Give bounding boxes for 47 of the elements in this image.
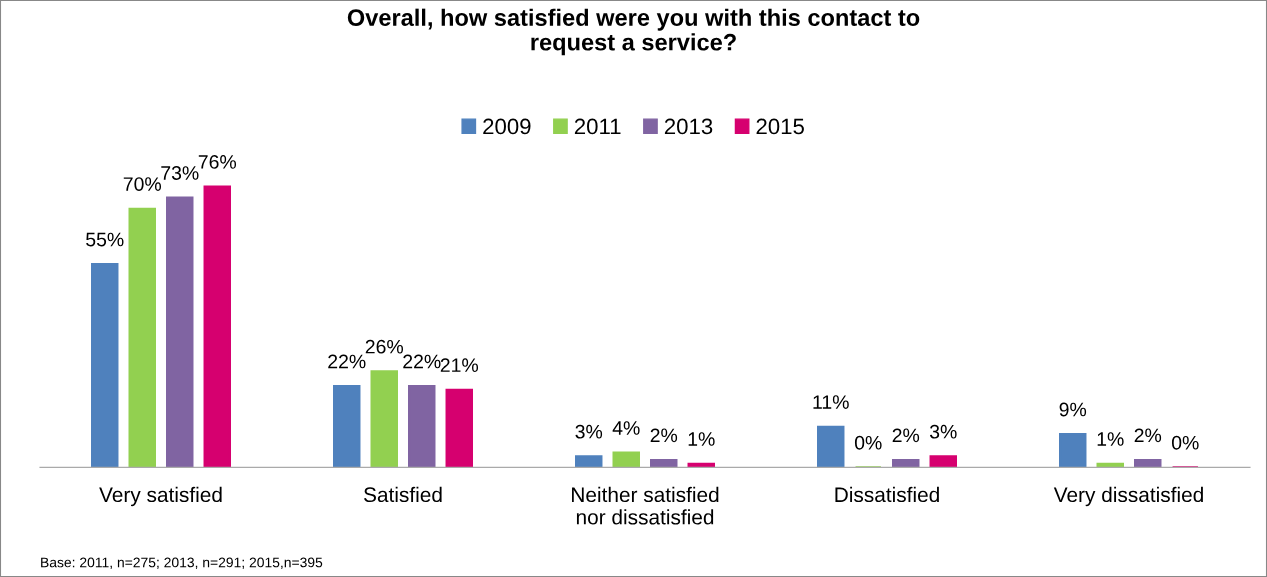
data-label: 1% [1097, 432, 1124, 446]
chart-title: Overall, how satisfied were you with this contact to request a service? [347, 8, 920, 56]
data-label: 73% [161, 166, 199, 180]
bar [612, 451, 640, 468]
x-tick-label: Dissatisfied [835, 486, 939, 503]
bar [816, 425, 845, 468]
x-tick-label: Satisfied [364, 486, 442, 503]
data-label: 22% [328, 354, 366, 369]
data-label: 76% [198, 155, 237, 169]
bar [650, 458, 678, 468]
x-tick-label: Very dissatisfied [1053, 486, 1203, 507]
legend-label: 2009 [483, 118, 531, 135]
bar [574, 455, 603, 468]
data-label: 0% [854, 435, 882, 450]
data-label: 3% [575, 424, 603, 439]
data-label: 2% [1134, 428, 1162, 443]
x-tick-label: Very satisfied [99, 486, 222, 507]
bar [1134, 458, 1162, 468]
bar [128, 207, 156, 468]
legend-label: 2015 [756, 118, 804, 135]
data-label: 22% [403, 354, 441, 369]
text: Base: 2011, n=275; 2013, n=291; 2015,n=395 [41, 557, 323, 569]
bar [370, 370, 398, 468]
data-label: 21% [440, 358, 479, 372]
data-label: 3% [929, 424, 957, 439]
data-label: 4% [612, 421, 640, 435]
data-label: 2% [892, 428, 920, 443]
legend-label: 2011 [574, 118, 621, 135]
bar [90, 263, 119, 468]
bar [892, 458, 920, 468]
data-label: 9% [1059, 402, 1087, 417]
legend-label: 2013 [664, 118, 713, 135]
data-label: 11% [813, 395, 849, 409]
bar [166, 196, 194, 468]
data-label: 2% [650, 428, 678, 443]
bar [332, 385, 361, 468]
data-label: 0% [1171, 435, 1199, 450]
bar [1058, 433, 1087, 468]
data-label: 55% [86, 232, 124, 247]
bar [445, 388, 474, 468]
data-label: 1% [688, 432, 715, 446]
bar [929, 455, 958, 468]
data-label: 26% [365, 339, 404, 354]
data-label: 70% [123, 177, 162, 191]
x-tick-label: Neither satisfied nor dissatisfied [572, 486, 719, 525]
bar [203, 185, 232, 468]
bar [408, 385, 436, 468]
